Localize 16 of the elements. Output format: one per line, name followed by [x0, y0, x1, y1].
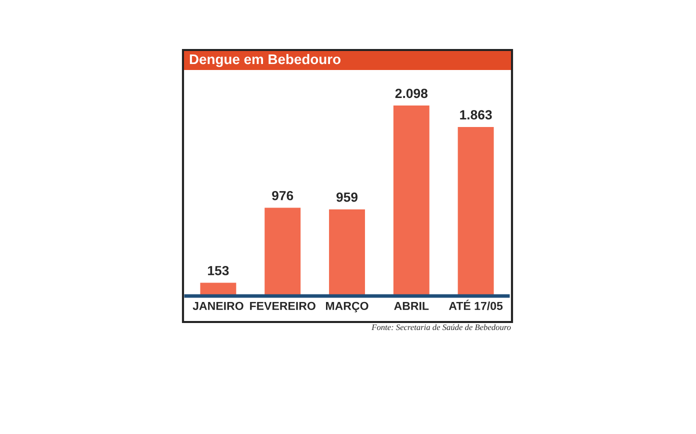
bar — [392, 104, 431, 296]
source-note: Fonte: Secretaria de Saúde de Bebedouro — [372, 324, 511, 330]
bar — [328, 208, 366, 296]
bar — [263, 206, 302, 296]
data-label: 959 — [336, 192, 358, 202]
chart-title: Dengue em Bebedouro — [190, 54, 340, 68]
data-label: 1.863 — [460, 110, 492, 120]
data-label: 2.098 — [395, 88, 428, 98]
x-tick-label: ATÉ 17/05 — [448, 300, 503, 310]
x-tick-label: JANEIRO — [192, 302, 244, 310]
x-tick-label: ABRIL — [394, 302, 429, 310]
x-tick-label: FEVEREIRO — [250, 302, 316, 310]
x-tick-label: MARÇO — [326, 302, 368, 312]
data-label: 976 — [272, 190, 294, 200]
bar — [456, 126, 496, 296]
data-label: 153 — [208, 266, 229, 276]
